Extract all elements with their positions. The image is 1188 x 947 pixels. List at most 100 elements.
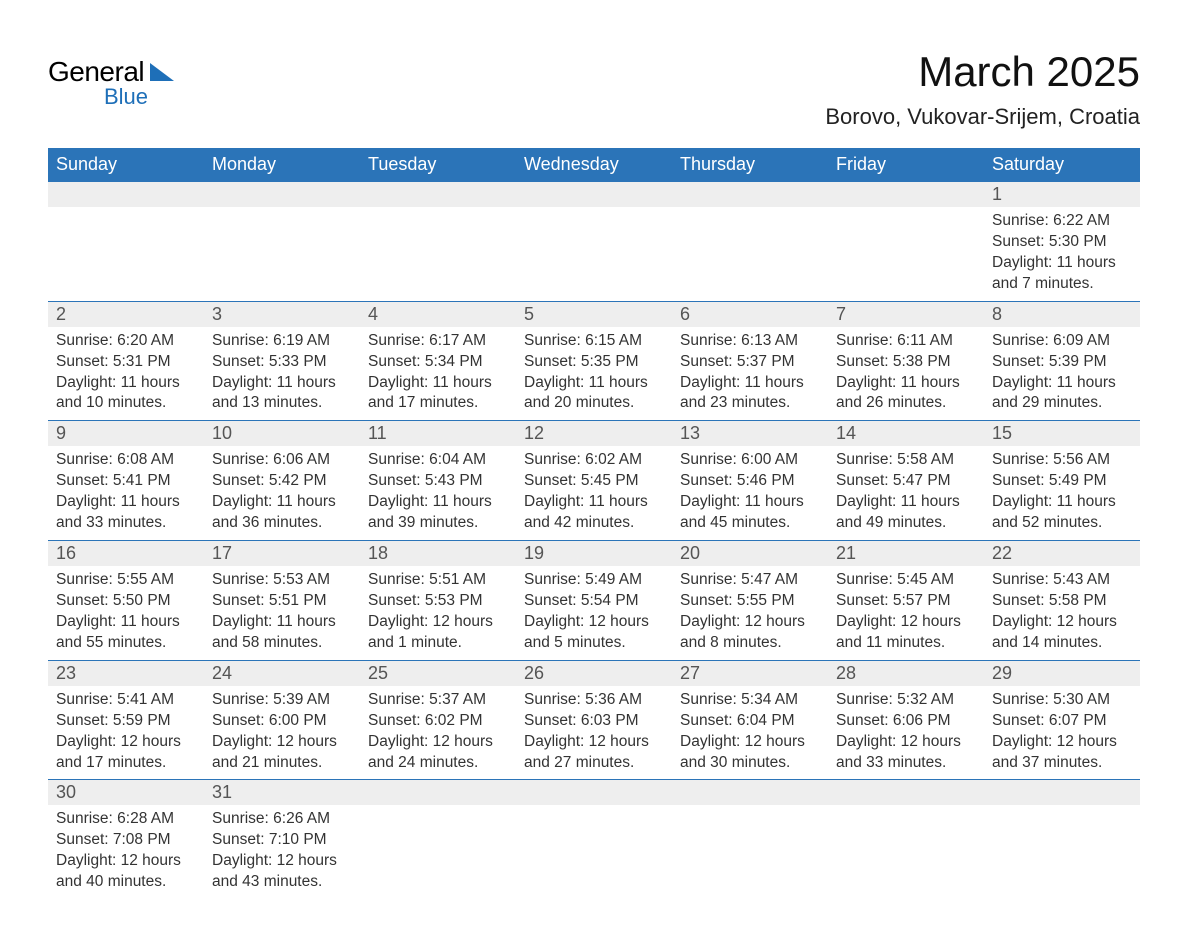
- daylight-line: Daylight: 11 hours and 17 minutes.: [368, 373, 508, 415]
- daylight-line: Daylight: 12 hours and 8 minutes.: [680, 612, 820, 654]
- daylight-line: Daylight: 12 hours and 24 minutes.: [368, 732, 508, 774]
- sunset-line: Sunset: 5:38 PM: [836, 352, 976, 373]
- day-number-row: 9101112131415: [48, 421, 1140, 447]
- month-title: March 2025: [825, 48, 1140, 96]
- sunset-line: Sunset: 5:59 PM: [56, 711, 196, 732]
- day-number-cell: [672, 780, 828, 806]
- day-data-cell: Sunrise: 6:22 AMSunset: 5:30 PMDaylight:…: [984, 207, 1140, 301]
- daylight-line: Daylight: 11 hours and 45 minutes.: [680, 492, 820, 534]
- day-number-cell: 29: [984, 660, 1140, 686]
- sunrise-line: Sunrise: 5:43 AM: [992, 570, 1132, 591]
- day-data-cell: Sunrise: 5:53 AMSunset: 5:51 PMDaylight:…: [204, 566, 360, 660]
- daylight-line: Daylight: 12 hours and 27 minutes.: [524, 732, 664, 774]
- day-number-cell: 23: [48, 660, 204, 686]
- sunrise-line: Sunrise: 6:15 AM: [524, 331, 664, 352]
- daylight-line: Daylight: 12 hours and 17 minutes.: [56, 732, 196, 774]
- day-number-cell: [204, 182, 360, 208]
- day-number-cell: [828, 182, 984, 208]
- day-data-cell: Sunrise: 5:49 AMSunset: 5:54 PMDaylight:…: [516, 566, 672, 660]
- day-data-cell: Sunrise: 5:45 AMSunset: 5:57 PMDaylight:…: [828, 566, 984, 660]
- daylight-line: Daylight: 11 hours and 20 minutes.: [524, 373, 664, 415]
- sunset-line: Sunset: 5:43 PM: [368, 471, 508, 492]
- sunset-line: Sunset: 5:31 PM: [56, 352, 196, 373]
- sunset-line: Sunset: 5:35 PM: [524, 352, 664, 373]
- day-number-cell: 6: [672, 301, 828, 327]
- day-number-cell: 8: [984, 301, 1140, 327]
- logo-text-blue: Blue: [104, 84, 148, 110]
- day-data-cell: [516, 207, 672, 301]
- day-number-cell: 24: [204, 660, 360, 686]
- daylight-line: Daylight: 12 hours and 14 minutes.: [992, 612, 1132, 654]
- daylight-line: Daylight: 11 hours and 39 minutes.: [368, 492, 508, 534]
- daylight-line: Daylight: 12 hours and 40 minutes.: [56, 851, 196, 893]
- day-data-cell: Sunrise: 6:28 AMSunset: 7:08 PMDaylight:…: [48, 805, 204, 899]
- day-data-cell: Sunrise: 6:06 AMSunset: 5:42 PMDaylight:…: [204, 446, 360, 540]
- day-number-row: 23242526272829: [48, 660, 1140, 686]
- sunrise-line: Sunrise: 6:04 AM: [368, 450, 508, 471]
- sunset-line: Sunset: 5:49 PM: [992, 471, 1132, 492]
- day-header: Thursday: [672, 148, 828, 182]
- sunrise-line: Sunrise: 5:56 AM: [992, 450, 1132, 471]
- day-number-cell: 3: [204, 301, 360, 327]
- day-data-cell: Sunrise: 6:17 AMSunset: 5:34 PMDaylight:…: [360, 327, 516, 421]
- sunset-line: Sunset: 7:10 PM: [212, 830, 352, 851]
- day-number-cell: [828, 780, 984, 806]
- day-number-cell: [672, 182, 828, 208]
- sunrise-line: Sunrise: 5:55 AM: [56, 570, 196, 591]
- day-data-cell: Sunrise: 5:51 AMSunset: 5:53 PMDaylight:…: [360, 566, 516, 660]
- sunset-line: Sunset: 5:41 PM: [56, 471, 196, 492]
- sunrise-line: Sunrise: 5:34 AM: [680, 690, 820, 711]
- daylight-line: Daylight: 12 hours and 5 minutes.: [524, 612, 664, 654]
- day-data-cell: Sunrise: 5:39 AMSunset: 6:00 PMDaylight:…: [204, 686, 360, 780]
- daylight-line: Daylight: 12 hours and 30 minutes.: [680, 732, 820, 774]
- sunset-line: Sunset: 5:33 PM: [212, 352, 352, 373]
- sunset-line: Sunset: 5:53 PM: [368, 591, 508, 612]
- sunset-line: Sunset: 5:45 PM: [524, 471, 664, 492]
- day-data-cell: Sunrise: 6:19 AMSunset: 5:33 PMDaylight:…: [204, 327, 360, 421]
- daylight-line: Daylight: 11 hours and 52 minutes.: [992, 492, 1132, 534]
- day-number-cell: [360, 780, 516, 806]
- day-data-row: Sunrise: 6:28 AMSunset: 7:08 PMDaylight:…: [48, 805, 1140, 899]
- day-data-cell: Sunrise: 6:26 AMSunset: 7:10 PMDaylight:…: [204, 805, 360, 899]
- daylight-line: Daylight: 12 hours and 33 minutes.: [836, 732, 976, 774]
- day-data-cell: Sunrise: 6:09 AMSunset: 5:39 PMDaylight:…: [984, 327, 1140, 421]
- sunrise-line: Sunrise: 5:49 AM: [524, 570, 664, 591]
- daylight-line: Daylight: 12 hours and 11 minutes.: [836, 612, 976, 654]
- sunset-line: Sunset: 6:07 PM: [992, 711, 1132, 732]
- day-number-cell: 31: [204, 780, 360, 806]
- sunset-line: Sunset: 5:50 PM: [56, 591, 196, 612]
- sunset-line: Sunset: 6:03 PM: [524, 711, 664, 732]
- day-number-cell: 4: [360, 301, 516, 327]
- day-header: Monday: [204, 148, 360, 182]
- sunset-line: Sunset: 5:57 PM: [836, 591, 976, 612]
- daylight-line: Daylight: 11 hours and 26 minutes.: [836, 373, 976, 415]
- day-number-cell: 9: [48, 421, 204, 447]
- day-number-cell: 17: [204, 541, 360, 567]
- day-number-row: 2345678: [48, 301, 1140, 327]
- daylight-line: Daylight: 12 hours and 43 minutes.: [212, 851, 352, 893]
- sunrise-line: Sunrise: 6:06 AM: [212, 450, 352, 471]
- calendar-table: SundayMondayTuesdayWednesdayThursdayFrid…: [48, 148, 1140, 899]
- day-data-cell: Sunrise: 6:13 AMSunset: 5:37 PMDaylight:…: [672, 327, 828, 421]
- sunrise-line: Sunrise: 5:45 AM: [836, 570, 976, 591]
- sunset-line: Sunset: 5:54 PM: [524, 591, 664, 612]
- sunset-line: Sunset: 5:55 PM: [680, 591, 820, 612]
- day-number-cell: 18: [360, 541, 516, 567]
- day-number-row: 1: [48, 182, 1140, 208]
- sunrise-line: Sunrise: 6:13 AM: [680, 331, 820, 352]
- logo: General Blue: [48, 48, 174, 110]
- daylight-line: Daylight: 11 hours and 36 minutes.: [212, 492, 352, 534]
- day-data-cell: Sunrise: 6:15 AMSunset: 5:35 PMDaylight:…: [516, 327, 672, 421]
- day-data-cell: [672, 805, 828, 899]
- day-number-cell: 19: [516, 541, 672, 567]
- day-number-cell: [516, 182, 672, 208]
- sunset-line: Sunset: 7:08 PM: [56, 830, 196, 851]
- day-data-cell: [828, 207, 984, 301]
- daylight-line: Daylight: 11 hours and 58 minutes.: [212, 612, 352, 654]
- location-subtitle: Borovo, Vukovar-Srijem, Croatia: [825, 104, 1140, 130]
- sunrise-line: Sunrise: 6:09 AM: [992, 331, 1132, 352]
- day-data-cell: Sunrise: 6:04 AMSunset: 5:43 PMDaylight:…: [360, 446, 516, 540]
- daylight-line: Daylight: 11 hours and 23 minutes.: [680, 373, 820, 415]
- day-number-cell: 15: [984, 421, 1140, 447]
- sunset-line: Sunset: 5:58 PM: [992, 591, 1132, 612]
